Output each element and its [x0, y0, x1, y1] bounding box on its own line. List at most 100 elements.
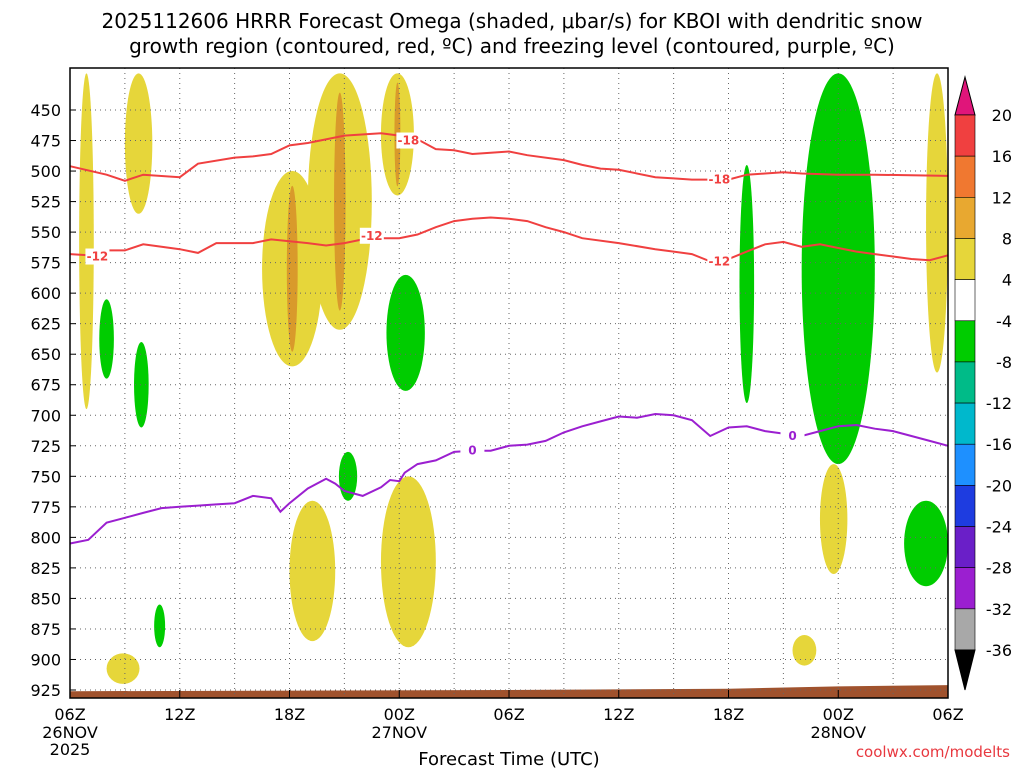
omega-negative-region-16	[739, 164, 755, 404]
x-tick-label: 00Z	[823, 705, 854, 724]
y-tick-label: 625	[30, 315, 61, 334]
colorbar-label: 20	[992, 106, 1012, 125]
colorbar-segment-1	[954, 155, 976, 198]
y-tick-label: 900	[30, 650, 61, 669]
contour-label-0-0: 0	[468, 444, 476, 458]
colorbar-label: -4	[996, 312, 1012, 331]
colorbar-label: -28	[986, 559, 1012, 578]
colorbar-segment-4	[954, 279, 976, 322]
omega-positive-region-9	[792, 635, 817, 666]
contour-label--12-1: -12	[361, 229, 383, 243]
contour-label-bg	[396, 132, 421, 149]
x-tick-label: 06Z	[932, 705, 963, 724]
contour-label--12-2: -12	[709, 254, 731, 268]
y-tick-label: 575	[30, 254, 61, 273]
x-axis-title: Forecast Time (UTC)	[418, 749, 599, 768]
omega-positive-region-1	[124, 73, 153, 214]
colorbar-segment-10	[954, 526, 976, 568]
y-tick-label: 525	[30, 193, 61, 212]
colorbar-segment-9	[954, 485, 976, 527]
contour-line--18	[69, 132, 949, 182]
omega-strong-core-3	[334, 92, 346, 311]
x-tick-label: 00Z	[384, 705, 415, 724]
y-tick-label: 875	[30, 620, 61, 639]
colorbar-label: -12	[986, 394, 1012, 413]
x-date-label: 27NOV	[371, 723, 427, 742]
colorbar-label: -36	[986, 641, 1012, 660]
y-tick-label: 750	[30, 467, 61, 486]
omega-negative-region-12	[134, 342, 149, 428]
colorbar-segment-8	[954, 443, 976, 486]
colorbar-label: -8	[996, 353, 1012, 372]
colorbar-segment-11	[954, 567, 976, 610]
y-tick-label: 675	[30, 376, 61, 395]
colorbar-label: 12	[992, 188, 1012, 207]
plot-frame	[69, 67, 949, 699]
omega-positive-region-6	[380, 476, 436, 648]
colorbar-label: -24	[986, 518, 1012, 537]
contour-label--18-1: -18	[709, 173, 731, 187]
y-tick-label: 925	[30, 681, 61, 700]
y-tick-label: 800	[30, 528, 61, 547]
contour-layer: -18 -18 -12 -12 -12 0 0	[69, 132, 949, 545]
contour-label-bg	[707, 171, 732, 188]
omega-shading-layer	[79, 73, 949, 684]
colorbar-segment-12	[954, 608, 976, 651]
colorbar-label: -16	[986, 435, 1012, 454]
omega-negative-region-15	[386, 274, 425, 391]
colorbar-label: 8	[1002, 229, 1012, 248]
y-tick-label: 550	[30, 223, 61, 242]
y-tick-label: 650	[30, 345, 61, 364]
credit-text: coolwx.com/modelts	[856, 743, 1010, 761]
colorbar: 20 16 12 8 4 -4 -8 -12 -16 -20 -24 -28 -32 -36	[954, 75, 1012, 691]
x-tick-label: 12Z	[164, 705, 195, 724]
contour-label-bg	[780, 428, 805, 445]
contour-line--12	[69, 216, 949, 263]
colorbar-label: 4	[1002, 271, 1012, 290]
y-tick-label: 700	[30, 406, 61, 425]
x-year-label: 2025	[50, 740, 91, 759]
colorbar-bottom-arrow	[954, 649, 976, 691]
colorbar-label: 16	[992, 147, 1012, 166]
y-tick-label: 775	[30, 498, 61, 517]
x-tick-label: 18Z	[713, 705, 744, 724]
omega-positive-region-10	[926, 73, 949, 373]
omega-strong-core-2	[286, 185, 298, 352]
contour-label-bg	[707, 253, 732, 270]
chart-title-line-2: growth region (contoured, red, ºC) and f…	[129, 34, 895, 58]
colorbar-segment-0	[954, 114, 976, 157]
y-axis: 450 475 500 525 550 575 600 625 650 675 700 725 750 7…	[30, 101, 76, 700]
omega-negative-region-11	[99, 299, 114, 379]
omega-positive-region-7	[106, 653, 140, 684]
contour-label-bg	[85, 248, 110, 265]
colorbar-segment-3	[954, 238, 976, 280]
omega-positive-region-0	[79, 73, 94, 410]
colorbar-segment-5	[954, 320, 976, 363]
x-date-label: 26NOV	[42, 723, 98, 742]
y-tick-label: 725	[30, 437, 61, 456]
x-tick-label: 18Z	[274, 705, 305, 724]
omega-positive-region-8	[819, 464, 848, 574]
y-tick-label: 500	[30, 162, 61, 181]
x-tick-label: 06Z	[54, 705, 85, 724]
colorbar-segment-6	[954, 361, 976, 404]
contour-label-bg	[460, 442, 485, 459]
omega-negative-region-13	[154, 604, 166, 648]
y-tick-label: 600	[30, 284, 61, 303]
y-tick-label: 825	[30, 559, 61, 578]
omega-negative-region-18	[904, 500, 948, 587]
contour-label-bg	[359, 227, 384, 244]
contour-label-0-1: 0	[788, 429, 796, 443]
colorbar-label: -20	[986, 476, 1012, 495]
contour-label--12-0: -12	[87, 250, 109, 264]
contour-label--18-0: -18	[398, 134, 420, 148]
y-tick-label: 475	[30, 132, 61, 151]
omega-negative-region-14	[338, 451, 358, 501]
y-tick-label: 450	[30, 101, 61, 120]
colorbar-top-arrow	[954, 75, 976, 116]
colorbar-segment-7	[954, 402, 976, 445]
colorbar-label: -32	[986, 600, 1012, 619]
x-tick-label: 06Z	[493, 705, 524, 724]
x-tick-label: 12Z	[603, 705, 634, 724]
